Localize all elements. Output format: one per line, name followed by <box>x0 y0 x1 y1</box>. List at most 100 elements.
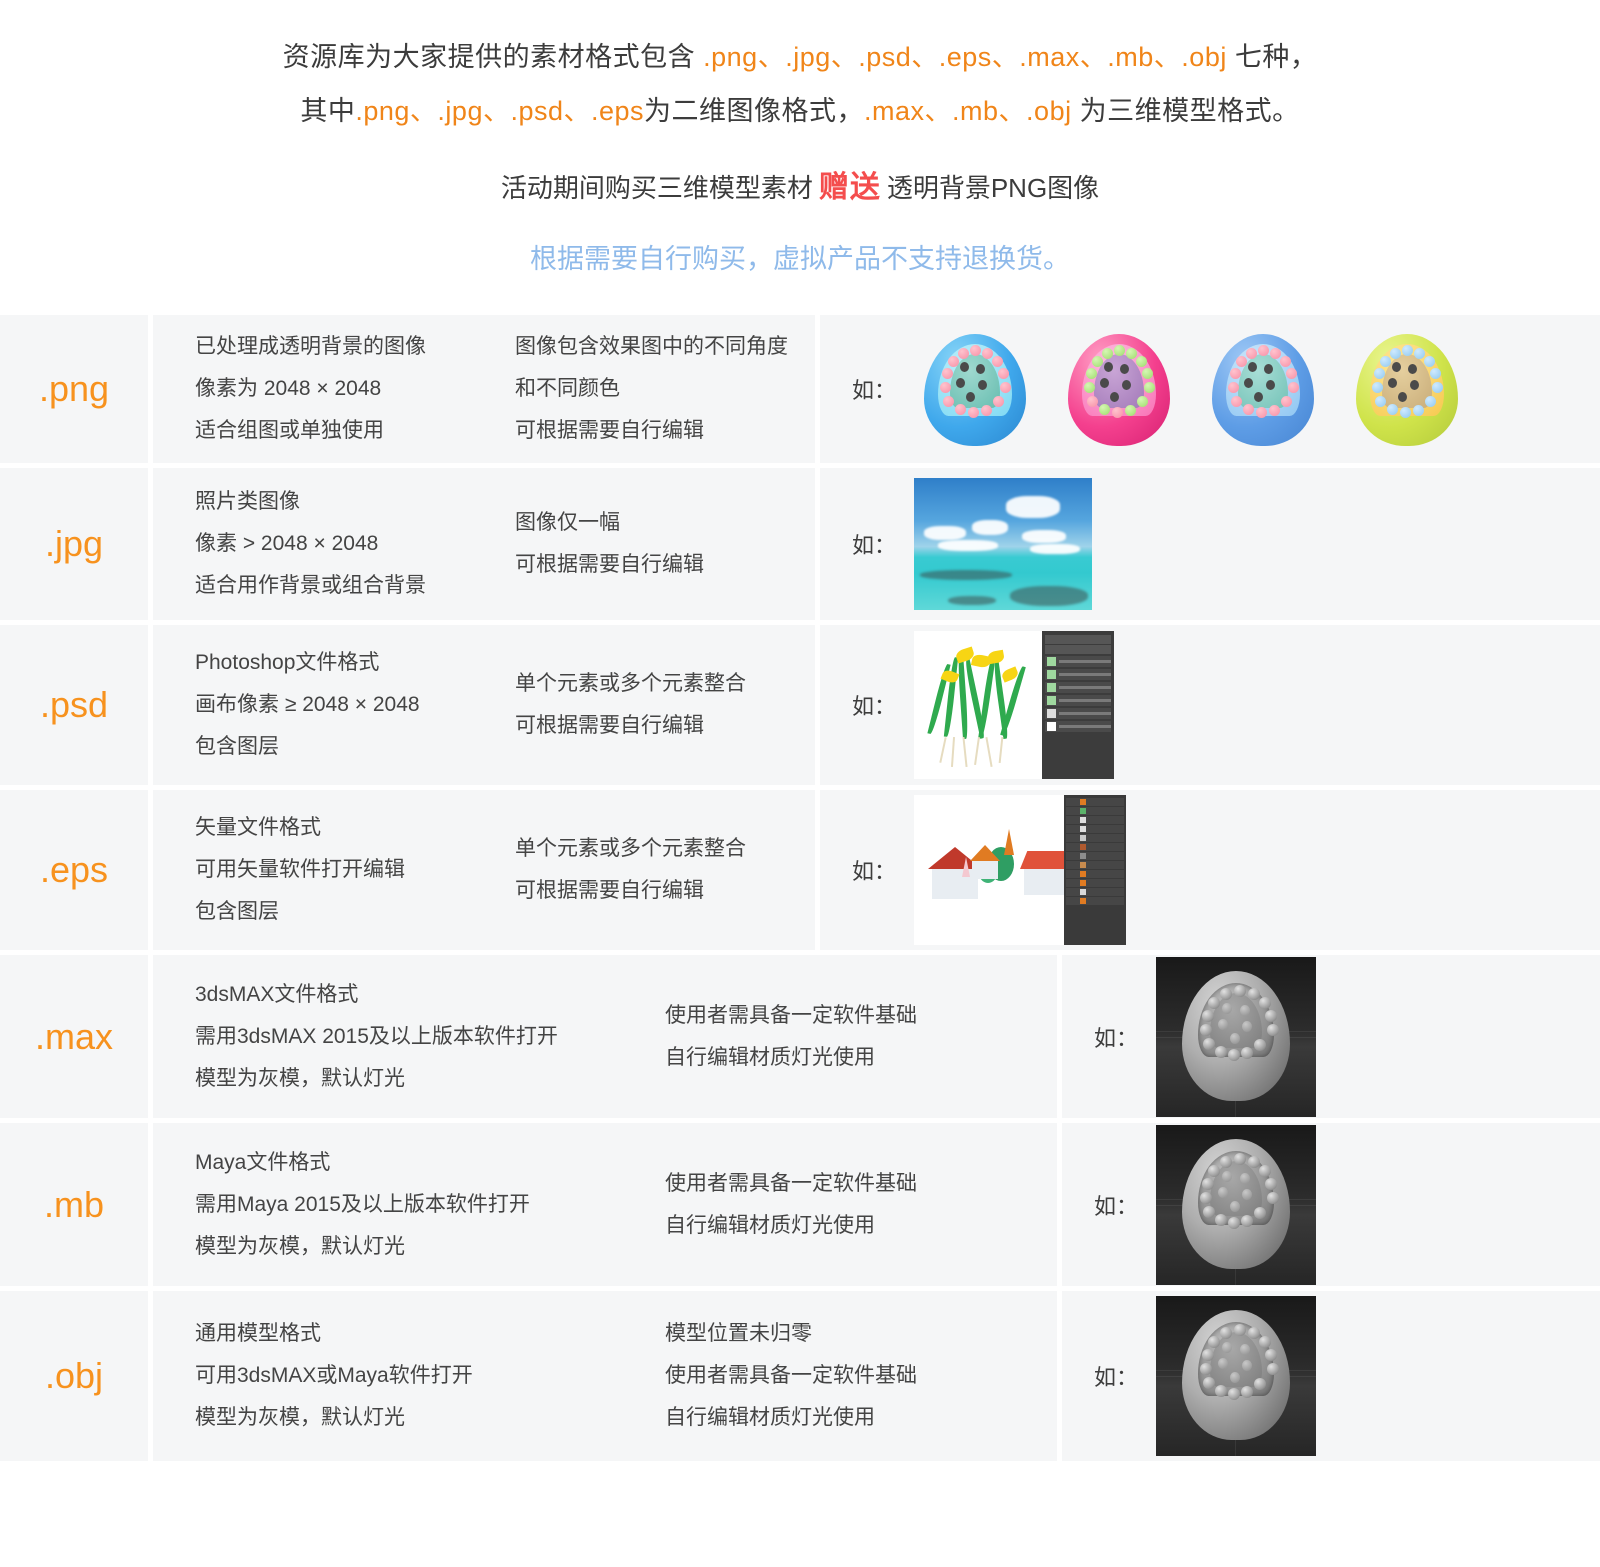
house-wall <box>1024 867 1065 895</box>
desc-line: 矢量文件格式 <box>195 816 321 839</box>
egg-bead <box>1243 404 1255 415</box>
desc-line: 需用3dsMAX 2015及以上版本软件打开 <box>195 1024 558 1048</box>
egg-bead <box>1402 345 1414 356</box>
egg-bead <box>1102 348 1114 359</box>
root <box>950 736 956 768</box>
clay-seed <box>1218 1186 1229 1198</box>
desc-col-1: 通用模型格式 可用3dsMAX或Maya软件打开 模型为灰模，默认灯光 <box>195 1313 665 1439</box>
desc-line: 自行编辑材质灯光使用 <box>665 1406 875 1429</box>
panel-header <box>1045 635 1112 644</box>
format-sample-png: 如： <box>820 315 1600 463</box>
cloud <box>972 520 1009 535</box>
header-line-2-formats-2d: .png、.jpg、.psd、.eps <box>355 96 645 126</box>
clay-bead <box>1202 1177 1215 1190</box>
format-label-psd: .psd <box>0 625 148 785</box>
layer-thumb <box>1080 817 1087 823</box>
clay-bead <box>1254 1378 1267 1390</box>
root <box>939 737 947 763</box>
layer-thumb <box>1080 844 1087 850</box>
clay-seed <box>1242 1020 1253 1032</box>
example-prefix: 如： <box>1094 1193 1139 1219</box>
desc-line: 适合组图或单独使用 <box>195 419 384 442</box>
egg-bead <box>1258 345 1270 356</box>
layer-thumb <box>1080 871 1087 877</box>
egg-bead <box>1414 348 1426 359</box>
desc-line: 像素 > 2048 × 2048 <box>195 532 379 555</box>
format-label-png: .png <box>0 315 148 463</box>
clay-bead <box>1208 1336 1221 1348</box>
egg-bead <box>1269 405 1281 416</box>
layer-row <box>1066 807 1125 815</box>
layer-thumb <box>1080 853 1087 859</box>
desc-line: 像素为 2048 × 2048 <box>195 377 382 400</box>
desc-col-2: 图像仅一幅 可根据需要自行编辑 <box>515 481 704 607</box>
egg-bead <box>1425 396 1437 407</box>
egg-seed <box>1248 362 1258 372</box>
page-header: 资源库为大家提供的素材格式包含 .png、.jpg、.psd、.eps、.max… <box>0 0 1600 282</box>
desc-line: 模型位置未归零 <box>665 1322 812 1345</box>
egg-bead <box>1092 356 1104 367</box>
clay-bead <box>1254 1206 1267 1219</box>
layer-thumb <box>1047 670 1057 679</box>
desc-line: 包含图层 <box>195 900 279 923</box>
desc-line: 适合用作背景或组合背景 <box>195 574 426 597</box>
egg-seed <box>1266 380 1276 390</box>
example-prefix: 如： <box>852 694 897 719</box>
format-label-jpg: .jpg <box>0 468 148 620</box>
egg-bead <box>1087 396 1099 407</box>
egg-bead <box>1236 356 1248 367</box>
egg-bead <box>1125 405 1137 416</box>
header-line-2-prefix: 其中 <box>300 96 356 126</box>
egg-bead <box>992 356 1004 367</box>
egg-seed <box>1122 380 1132 390</box>
clay-seed <box>1242 1360 1253 1371</box>
layer-thumb <box>1047 709 1057 718</box>
layer-row <box>1045 721 1112 732</box>
layer-name <box>1059 686 1112 689</box>
clay-seed <box>1222 1170 1233 1182</box>
desc-line: 可用矢量软件打开编辑 <box>195 858 405 881</box>
psd-screenshot-thumbnail <box>914 631 1115 779</box>
egg-seed <box>1110 392 1120 402</box>
desc-line: 可根据需要自行编辑 <box>515 553 704 576</box>
egg-seed <box>1388 378 1398 388</box>
egg-seed <box>960 362 970 372</box>
format-description-obj: 通用模型格式 可用3dsMAX或Maya软件打开 模型为灰模，默认灯光 模型位置… <box>153 1291 1057 1461</box>
format-description-jpg: 照片类图像 像素 > 2048 × 2048 适合用作背景或组合背景 图像仅一幅… <box>153 468 815 620</box>
clay-seed <box>1218 1358 1229 1369</box>
egg-bead <box>1256 407 1268 418</box>
egg-bead <box>1374 368 1386 379</box>
clay-bead <box>1228 1048 1241 1061</box>
clay-bead <box>1215 1385 1228 1397</box>
egg-bead <box>993 396 1005 407</box>
desc-line: 模型为灰模，默认灯光 <box>195 1234 405 1258</box>
clay-bead <box>1241 1386 1254 1398</box>
layer-name <box>1059 712 1112 715</box>
house-roof <box>1020 851 1065 869</box>
desc-col-2: 使用者需具备一定软件基础 自行编辑材质灯光使用 <box>665 974 917 1100</box>
layer-row <box>1066 825 1125 833</box>
egg-bead <box>1136 356 1148 367</box>
desc-col-1: 照片类图像 像素 > 2048 × 2048 适合用作背景或组合背景 <box>195 481 515 607</box>
desc-line: 图像仅一幅 <box>515 511 620 534</box>
desc-line: Maya文件格式 <box>195 1150 331 1174</box>
desc-line: 需用Maya 2015及以上版本软件打开 <box>195 1192 530 1216</box>
layer-row <box>1066 843 1125 851</box>
layer-thumb <box>1047 722 1057 731</box>
illustrator-layers-panel <box>1064 795 1127 945</box>
cloud <box>1022 530 1067 543</box>
clay-bead <box>1220 987 1233 1000</box>
promo-line: 活动期间购买三维模型素材 赠送 透明背景PNG图像 <box>0 164 1600 212</box>
layer-name <box>1059 660 1112 663</box>
egg-render-yellow <box>1346 330 1468 448</box>
format-label-obj: .obj <box>0 1291 148 1461</box>
clay-seed <box>1240 1172 1251 1184</box>
root <box>962 736 968 768</box>
egg-render-blue <box>914 330 1036 448</box>
header-line-2-mid: 为二维图像格式， <box>644 96 865 126</box>
layer-row <box>1066 870 1125 878</box>
root <box>974 736 980 766</box>
layer-row <box>1045 708 1112 719</box>
desc-line: 可根据需要自行编辑 <box>515 879 704 902</box>
